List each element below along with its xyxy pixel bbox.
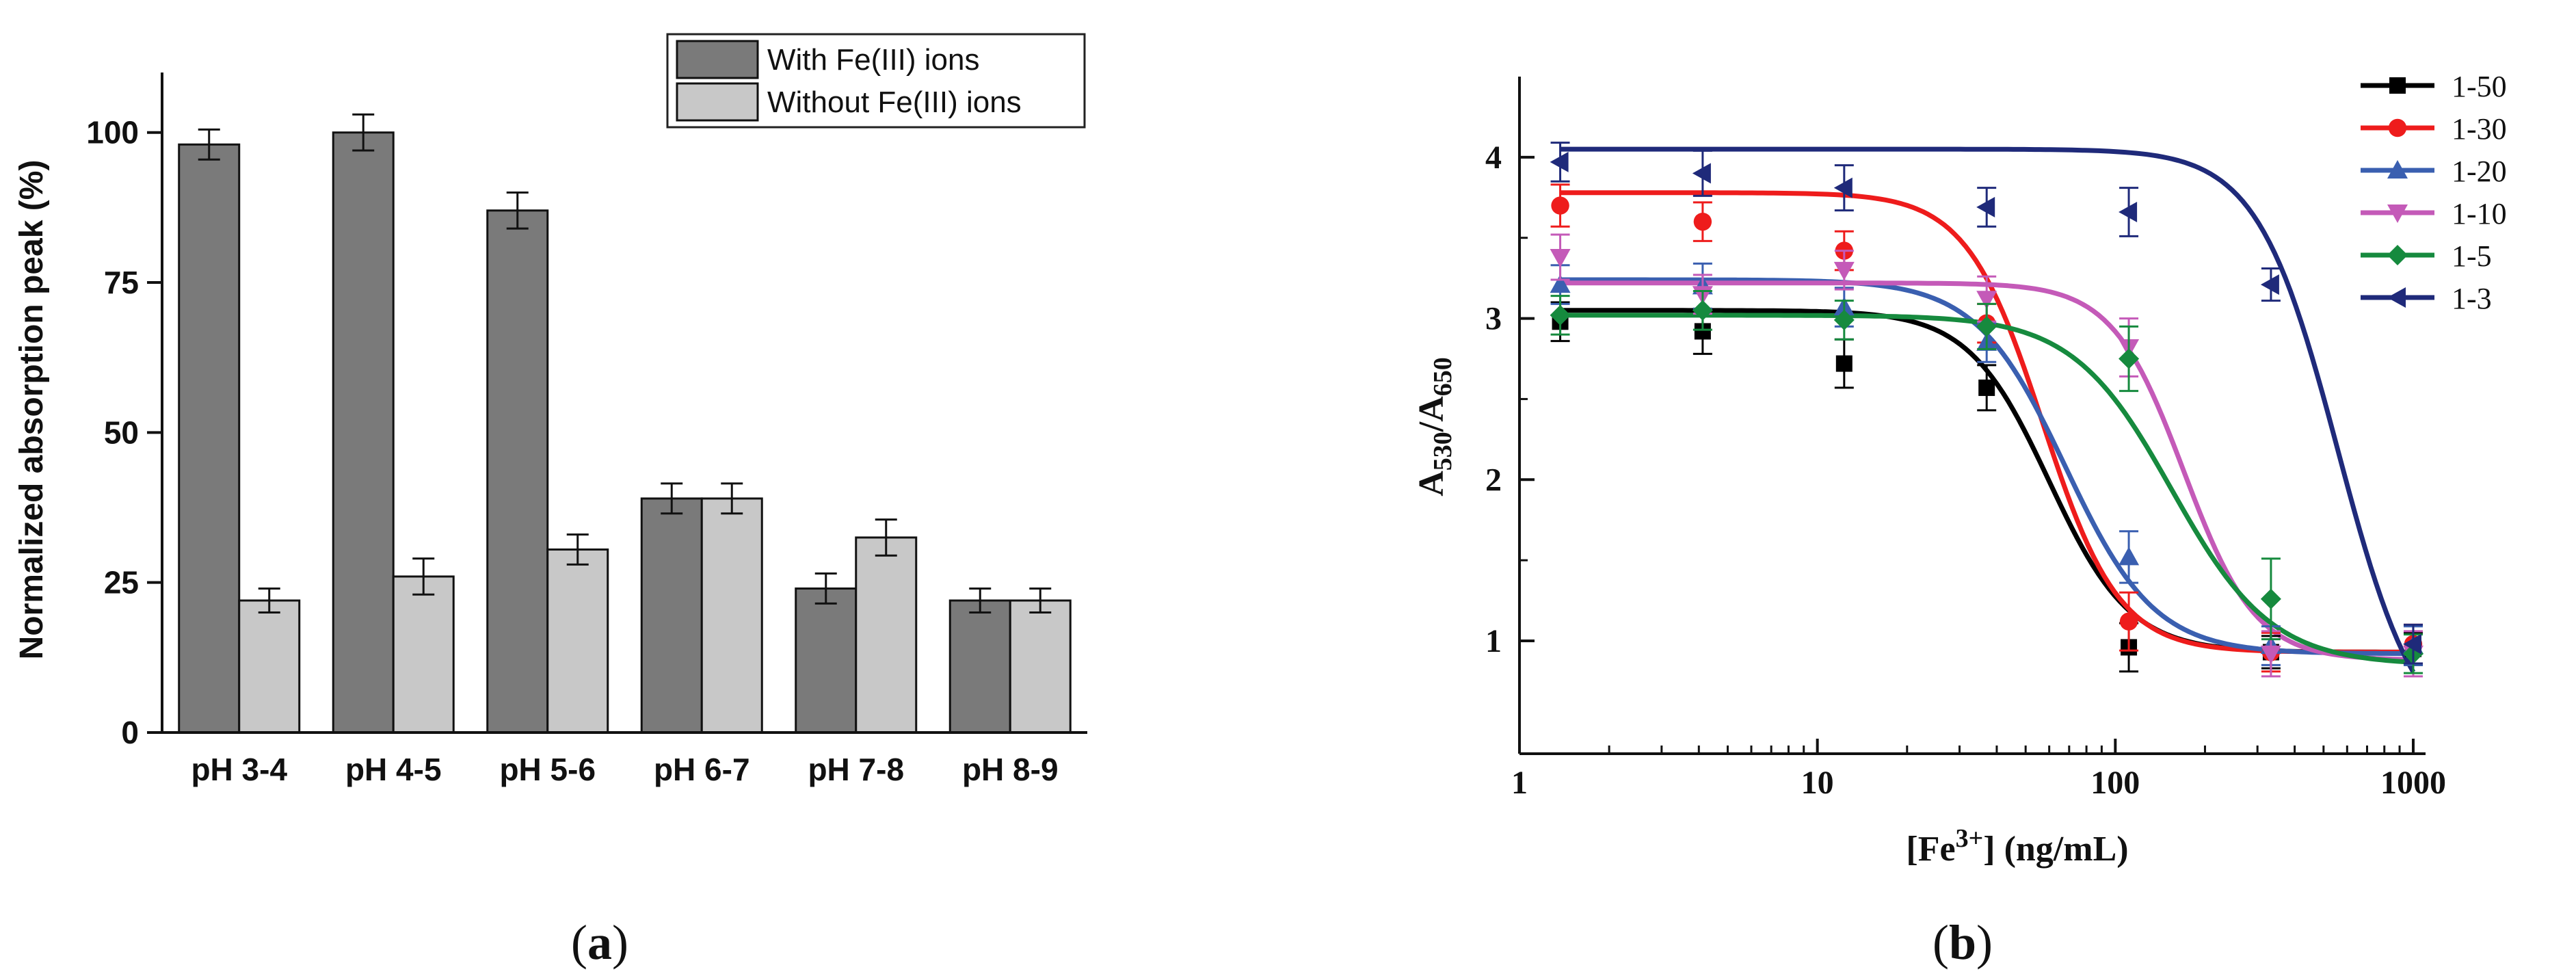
- line-chart-point: [2119, 546, 2140, 566]
- bar-chart-legend-label: Without Fe(III) ions: [767, 85, 1022, 119]
- line-chart-legend-label: 1-30: [2452, 112, 2507, 146]
- bar-chart-bar: [546, 548, 609, 734]
- bar-chart-y-ticks: 0 25 50 75 100: [86, 115, 162, 750]
- line-chart-legend-marker: [2389, 77, 2406, 94]
- line-chart-point: [1833, 177, 1853, 198]
- line-chart-point: [1835, 355, 1853, 372]
- line-chart-legend-label: 1-50: [2452, 70, 2507, 103]
- line-chart-y-tick-label: 1: [1485, 623, 1502, 659]
- bar-chart-y-tick-label: 100: [86, 115, 139, 150]
- bar-chart-x-tick-label: pH 3-4: [191, 752, 287, 787]
- line-chart-y-tick-label: 4: [1485, 140, 1502, 176]
- line-chart-y-tick-label: 3: [1485, 301, 1502, 337]
- bar-chart-bar: [640, 497, 703, 734]
- line-chart-point: [2403, 633, 2421, 655]
- line-chart-point: [1978, 379, 1995, 396]
- line-chart-point: [2119, 202, 2138, 222]
- bar-chart-x-tick-label: pH 6-7: [654, 752, 750, 787]
- line-chart-point: [1976, 316, 1997, 337]
- bar-chart-bar: [855, 536, 918, 734]
- bar-chart-bar: [238, 599, 301, 734]
- line-chart-x-tick-label: 1: [1511, 765, 1528, 801]
- line-chart-panel-b: 1 2 3 4 1 10 100 1000 A530/A650 [Fe3+] (ng/mL)…: [1412, 70, 2507, 970]
- line-chart-x-tick-label: 10: [1801, 765, 1834, 801]
- line-chart-fit-curve: [1560, 190, 2413, 655]
- line-chart-point: [2260, 588, 2281, 609]
- bar-chart-y-tick-label: 25: [104, 565, 139, 601]
- line-chart-legend-marker: [2388, 118, 2407, 137]
- bar-chart-y-tick-label: 50: [104, 414, 139, 450]
- line-chart-point: [1693, 212, 1712, 231]
- line-chart-fit-curve: [1560, 146, 2416, 674]
- bar-chart-x-tick-label: pH 4-5: [345, 752, 442, 787]
- line-chart-point: [1976, 291, 1997, 310]
- bar-chart-y-axis-title: Normalized absorption peak (%): [14, 160, 50, 660]
- bar-chart-x-tick-label: pH 7-8: [808, 752, 904, 787]
- line-chart-legend-marker: [2387, 245, 2408, 265]
- line-chart-legend-label: 1-20: [2452, 155, 2507, 188]
- bar-chart-bar: [332, 131, 395, 734]
- line-chart-point: [1550, 274, 1571, 293]
- line-chart-point: [1833, 261, 1855, 280]
- bar-chart-legend: With Fe(III) ions Without Fe(III) ions: [666, 33, 1086, 129]
- bar-chart-panel-a: 0 25 50 75 100 pH 3-4 pH 4-5 pH 5-6 pH 6-7 pH 7-…: [14, 33, 1087, 970]
- bar-chart-bar: [1009, 599, 1072, 734]
- bar-chart-legend-swatch: [676, 82, 759, 122]
- line-chart-legend-marker: [2387, 287, 2406, 308]
- bar-chart-bar: [700, 497, 763, 734]
- line-chart-y-axis-title: A530/A650: [1412, 357, 1457, 497]
- bar-chart-legend-swatch: [676, 40, 759, 79]
- line-chart-point: [2119, 612, 2138, 631]
- bar-chart-bar: [948, 599, 1011, 734]
- bar-chart-bar: [795, 587, 858, 734]
- bar-chart-y-tick-label: 75: [104, 265, 139, 300]
- panel-a-caption: (a): [571, 915, 628, 970]
- line-chart-point: [1550, 304, 1571, 326]
- line-chart-point: [1692, 163, 1711, 184]
- panel-b-caption: (b): [1933, 915, 1993, 970]
- bar-chart-marks: [178, 113, 1072, 734]
- bar-chart-axes: [161, 72, 1087, 734]
- line-chart-y-ticks: 1 2 3 4: [1485, 140, 1535, 659]
- line-chart-point: [1550, 151, 1569, 172]
- line-chart-x-tick-label: 1000: [2380, 765, 2446, 801]
- line-chart-legend-marker: [2387, 160, 2408, 179]
- line-chart-point: [2119, 348, 2140, 369]
- bar-chart-bar: [392, 575, 455, 734]
- line-chart-point: [1550, 249, 1571, 267]
- line-chart-point: [1976, 196, 1995, 217]
- line-chart-legend: 1-50 1-30 1-20 1-10 1-5 1-3: [2361, 70, 2507, 315]
- line-chart-point: [1551, 196, 1569, 215]
- line-chart-point: [2260, 274, 2279, 295]
- bar-chart-x-ticks: pH 3-4 pH 4-5 pH 5-6 pH 6-7 pH 7-8 pH 8-9: [191, 752, 1058, 787]
- bar-chart-y-tick-label: 0: [121, 715, 139, 750]
- bar-chart-bar: [178, 143, 241, 734]
- line-chart-legend-marker: [2387, 205, 2408, 223]
- line-chart-x-ticks: 1 10 100 1000: [1511, 739, 2446, 801]
- line-chart-data-points: [1550, 142, 2424, 678]
- bar-chart-bar: [486, 209, 549, 734]
- line-chart-y-tick-label: 2: [1485, 462, 1502, 498]
- line-chart-point: [1833, 309, 1855, 330]
- line-chart-x-axis-title: [Fe3+] (ng/mL): [1906, 824, 2128, 869]
- bar-chart-legend-label: With Fe(III) ions: [767, 43, 980, 77]
- bar-chart-x-tick-label: pH 8-9: [962, 752, 1059, 787]
- line-chart-legend-label: 1-3: [2452, 282, 2492, 315]
- line-chart-point: [1692, 300, 1713, 321]
- line-chart-legend-label: 1-5: [2452, 239, 2492, 273]
- line-chart-legend-label: 1-10: [2452, 197, 2507, 230]
- line-chart-x-tick-label: 100: [2090, 765, 2140, 801]
- bar-chart-x-tick-label: pH 5-6: [499, 752, 596, 787]
- line-chart-point: [2260, 645, 2281, 664]
